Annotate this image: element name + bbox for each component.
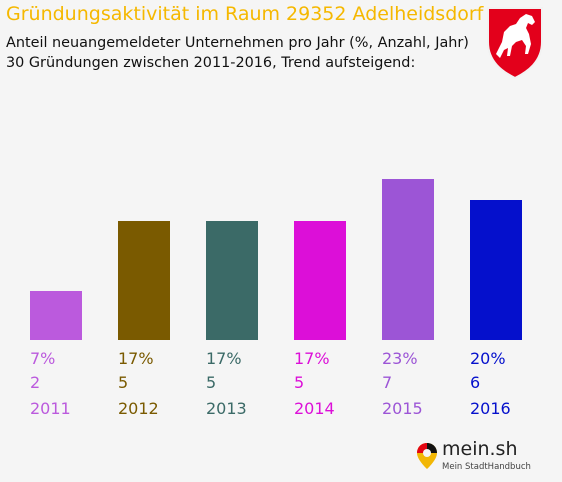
percent-label-2013: 17%	[206, 349, 242, 368]
bar-2012	[118, 221, 170, 340]
mein-sh-logo: mein.sh Mein StadtHandbuch	[412, 436, 531, 478]
chart-subtitle: Anteil neuangemeldeter Unternehmen pro J…	[6, 35, 469, 51]
white-horse-crest-icon	[487, 7, 543, 80]
chart-title: Gründungsaktivität im Raum 29352 Adelhei…	[6, 3, 484, 25]
year-label-2011: 2011	[30, 399, 71, 418]
count-label-2016: 6	[470, 373, 480, 392]
bar-2013	[206, 221, 258, 340]
year-label-2015: 2015	[382, 399, 423, 418]
logo-name: mein.sh	[442, 438, 518, 460]
bar-2014	[294, 221, 346, 340]
bar-2015	[382, 179, 434, 340]
year-label-2012: 2012	[118, 399, 159, 418]
count-label-2013: 5	[206, 373, 216, 392]
year-label-2014: 2014	[294, 399, 335, 418]
percent-label-2012: 17%	[118, 349, 154, 368]
count-label-2015: 7	[382, 373, 392, 392]
percent-label-2015: 23%	[382, 349, 418, 368]
percent-label-2011: 7%	[30, 349, 55, 368]
count-label-2012: 5	[118, 373, 128, 392]
year-label-2016: 2016	[470, 399, 511, 418]
percent-label-2014: 17%	[294, 349, 330, 368]
count-label-2014: 5	[294, 373, 304, 392]
year-label-2013: 2013	[206, 399, 247, 418]
logo-tagline: Mein StadtHandbuch	[442, 462, 531, 472]
chart-summary: 30 Gründungen zwischen 2011-2016, Trend …	[6, 55, 416, 71]
map-pin-icon	[417, 443, 437, 469]
percent-label-2016: 20%	[470, 349, 506, 368]
bar-2016	[470, 200, 522, 340]
bar-2011	[30, 291, 82, 340]
count-label-2011: 2	[30, 373, 40, 392]
